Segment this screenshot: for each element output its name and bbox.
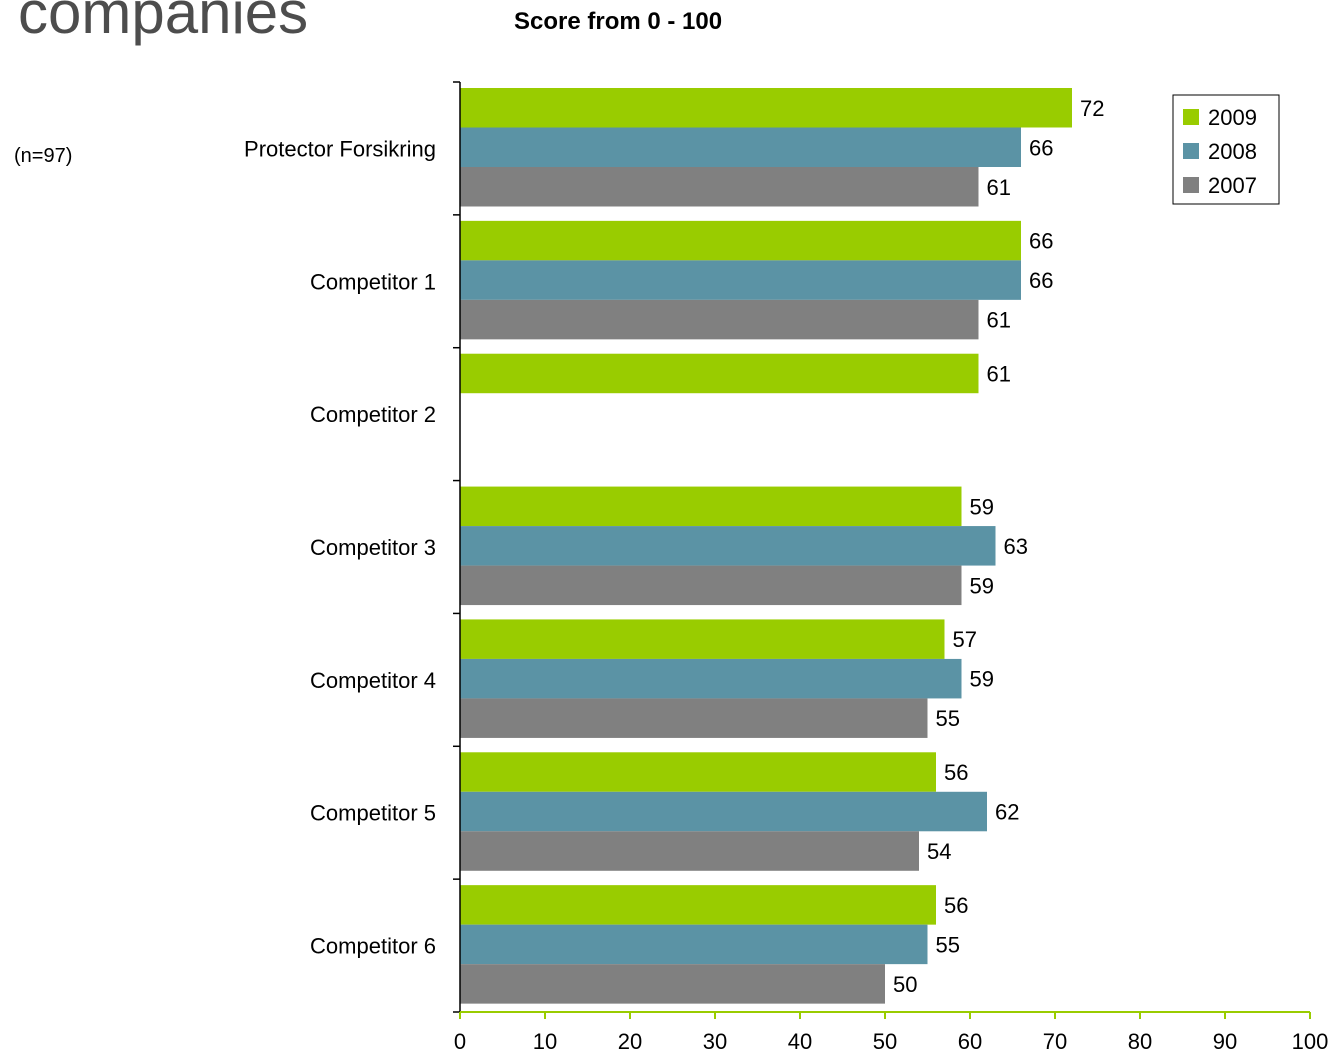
data-label: 59 bbox=[970, 573, 994, 598]
bar-2007 bbox=[460, 831, 919, 871]
x-tick-label: 100 bbox=[1292, 1029, 1329, 1054]
x-tick-label: 50 bbox=[873, 1029, 897, 1054]
legend-swatch-2008 bbox=[1183, 143, 1199, 159]
bar-2008 bbox=[460, 658, 962, 699]
legend-swatch-2007 bbox=[1183, 177, 1199, 193]
data-label: 56 bbox=[944, 893, 968, 918]
category-label: Competitor 4 bbox=[310, 668, 436, 693]
bar-2007 bbox=[460, 964, 885, 1004]
category-label: Competitor 1 bbox=[310, 269, 436, 294]
bar-2009 bbox=[460, 353, 979, 394]
x-tick-label: 90 bbox=[1213, 1029, 1237, 1054]
bar-2009 bbox=[460, 619, 945, 659]
bar-2008 bbox=[460, 924, 928, 965]
bar-2009 bbox=[460, 88, 1072, 128]
legend-label: 2009 bbox=[1208, 105, 1257, 130]
x-tick-label: 30 bbox=[703, 1029, 727, 1054]
category-label: Competitor 5 bbox=[310, 801, 436, 826]
data-label: 62 bbox=[995, 800, 1019, 825]
page-title: companies bbox=[18, 0, 309, 46]
legend-label: 2008 bbox=[1208, 139, 1257, 164]
category-label: Competitor 6 bbox=[310, 934, 436, 959]
bar-2009 bbox=[460, 752, 936, 792]
bar-2007 bbox=[460, 299, 979, 340]
x-tick-label: 0 bbox=[454, 1029, 466, 1054]
bar-2009 bbox=[460, 220, 1021, 261]
data-label: 55 bbox=[936, 706, 960, 731]
data-label: 59 bbox=[970, 494, 994, 519]
data-label: 55 bbox=[936, 932, 960, 957]
x-tick-label: 40 bbox=[788, 1029, 812, 1054]
sample-size-note: (n=97) bbox=[14, 145, 73, 167]
bar-2009 bbox=[460, 486, 962, 527]
data-label: 63 bbox=[1004, 534, 1028, 559]
data-label: 66 bbox=[1029, 229, 1053, 254]
bar-2008 bbox=[460, 526, 996, 566]
bar-2009 bbox=[460, 885, 936, 925]
data-label: 66 bbox=[1029, 135, 1053, 160]
bar-2007 bbox=[460, 698, 928, 738]
data-label: 59 bbox=[970, 667, 994, 692]
category-label: Competitor 2 bbox=[310, 402, 436, 427]
bar-2008 bbox=[460, 127, 1021, 167]
category-label: Competitor 3 bbox=[310, 535, 436, 560]
data-label: 56 bbox=[944, 760, 968, 785]
bar-2008 bbox=[460, 260, 1021, 300]
x-tick-label: 70 bbox=[1043, 1029, 1067, 1054]
bar-2007 bbox=[460, 167, 979, 207]
category-label: Protector Forsikring bbox=[244, 136, 436, 161]
chart-subtitle: Score from 0 - 100 bbox=[514, 8, 723, 35]
data-label: 72 bbox=[1080, 96, 1104, 121]
bar-2007 bbox=[460, 565, 962, 606]
data-label: 61 bbox=[987, 175, 1011, 200]
bar-2008 bbox=[460, 791, 987, 832]
legend-label: 2007 bbox=[1208, 173, 1257, 198]
x-tick-label: 10 bbox=[533, 1029, 557, 1054]
data-label: 50 bbox=[893, 972, 917, 997]
data-label: 57 bbox=[953, 627, 977, 652]
data-label: 54 bbox=[927, 839, 951, 864]
legend-swatch-2009 bbox=[1183, 109, 1199, 125]
data-label: 66 bbox=[1029, 268, 1053, 293]
data-label: 61 bbox=[987, 361, 1011, 386]
x-tick-label: 20 bbox=[618, 1029, 642, 1054]
data-label: 61 bbox=[987, 308, 1011, 333]
x-tick-label: 80 bbox=[1128, 1029, 1152, 1054]
x-tick-label: 60 bbox=[958, 1029, 982, 1054]
